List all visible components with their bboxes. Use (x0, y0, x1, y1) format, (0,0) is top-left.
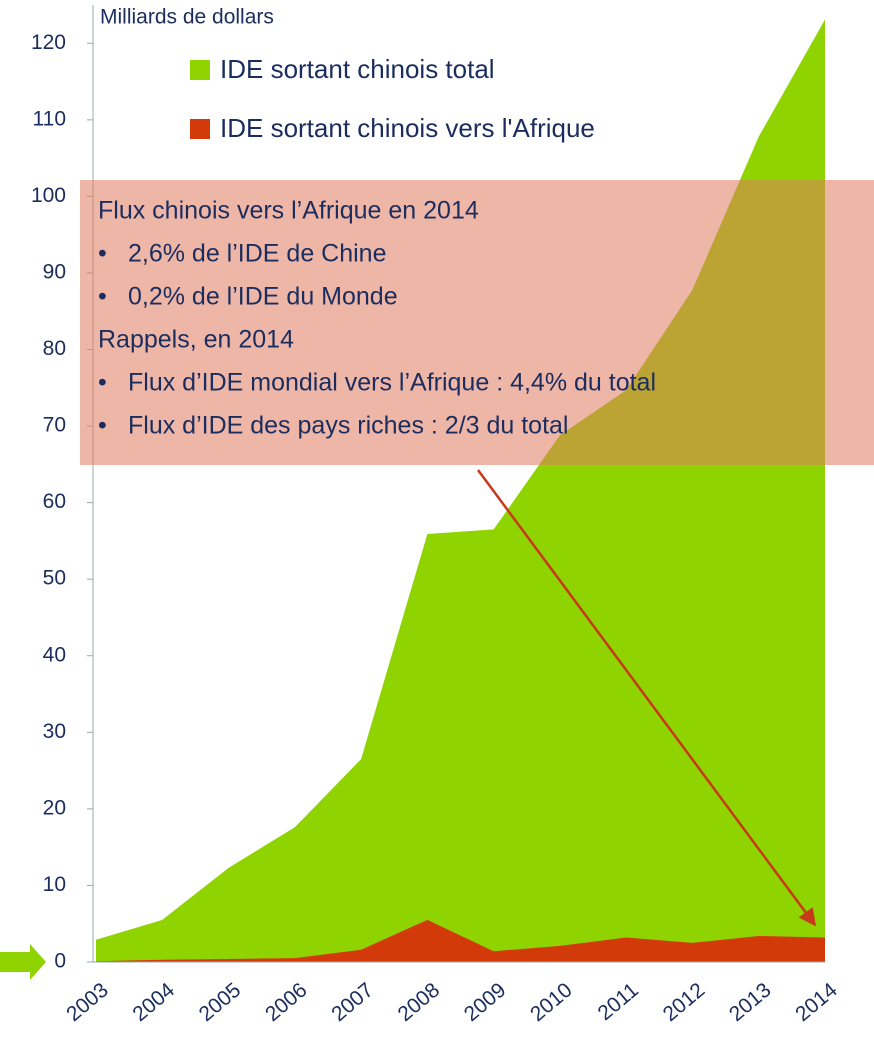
y-tick-label: 30 (43, 720, 66, 743)
y-tick-label: 100 (31, 184, 66, 207)
x-tick-label: 2014 (791, 978, 842, 1026)
area (96, 19, 825, 963)
x-tick-label: 2007 (327, 978, 378, 1026)
x-tick-label: 2003 (62, 978, 113, 1026)
x-tick-label: 2011 (594, 978, 643, 1025)
plot-area (87, 5, 825, 963)
annotation-item: Flux d’IDE des pays riches : 2/3 du tota… (128, 412, 569, 440)
y-tick-label: 40 (43, 643, 66, 666)
x-tick-label: 2009 (460, 978, 511, 1026)
y-tick-label: 120 (31, 31, 66, 54)
area (96, 919, 825, 962)
bullet: • (98, 283, 107, 311)
x-tick-label: 2005 (195, 978, 246, 1026)
y-tick-label: 80 (43, 337, 66, 360)
x-tick-label: 2013 (725, 978, 776, 1026)
legend-swatch (190, 60, 210, 80)
annotation-heading: Rappels, en 2014 (98, 326, 294, 354)
y-tick-label: 10 (43, 873, 66, 896)
bullet: • (98, 240, 107, 268)
legend-swatch (190, 119, 210, 139)
y-tick-label: 110 (33, 107, 66, 130)
legend-label: IDE sortant chinois vers l'Afrique (220, 113, 595, 143)
legend-label: IDE sortant chinois total (220, 54, 495, 84)
annotation-box (80, 180, 874, 465)
bullet: • (98, 412, 107, 440)
y-tick-label: 0 (54, 950, 66, 973)
y-tick-label: 50 (43, 567, 66, 590)
zero-arrow (0, 944, 46, 980)
x-tick-label: 2006 (261, 978, 312, 1026)
y-axis-label: Milliards de dollars (100, 6, 274, 29)
annotation-heading: Flux chinois vers l’Afrique en 2014 (98, 197, 479, 225)
annotation: Flux chinois vers l’Afrique en 2014 • 2,6%… (98, 197, 656, 440)
y-tick-label: 60 (43, 490, 66, 513)
x-tick-label: 2012 (659, 978, 710, 1026)
x-tick-label: 2008 (394, 978, 445, 1026)
annotation-item: Flux d’IDE mondial vers l’Afrique : 4,4%… (128, 369, 656, 397)
x-tick-label: 2004 (128, 978, 179, 1026)
y-tick-label: 70 (43, 414, 66, 437)
arrow (476, 469, 817, 927)
y-tick-label: 90 (43, 261, 66, 284)
x-tick-label: 2010 (526, 978, 577, 1026)
y-tick-label: 20 (43, 796, 66, 819)
bullet: • (98, 369, 107, 397)
annotation-item: 2,6% de l’IDE de Chine (128, 240, 386, 268)
annotation-item: 0,2% de l’IDE du Monde (128, 283, 398, 311)
